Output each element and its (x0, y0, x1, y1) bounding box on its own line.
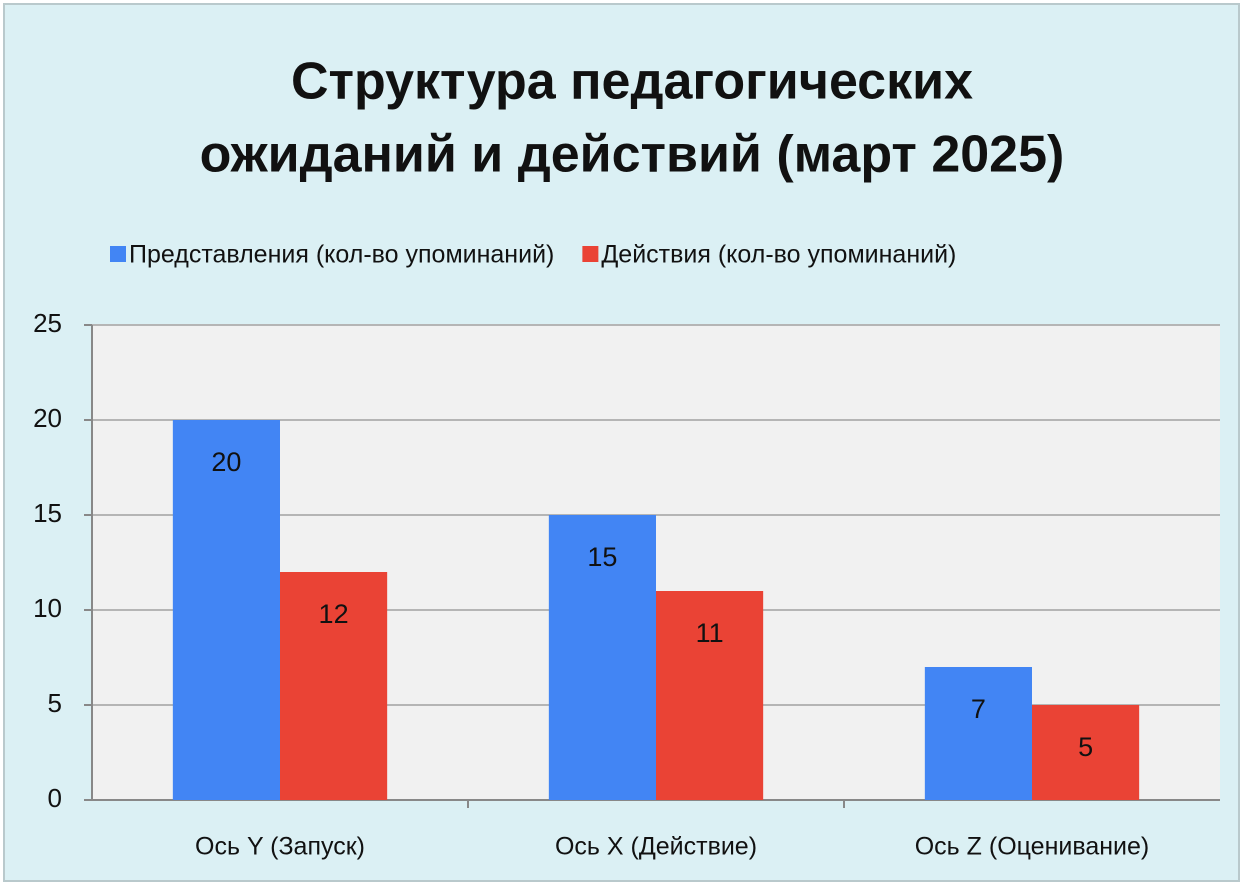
chart-title: ожиданий и действий (март 2025) (200, 126, 1065, 184)
chart-title: Структура педагогических (291, 53, 973, 111)
y-tick-label: 20 (33, 403, 62, 433)
y-tick-label: 15 (33, 498, 62, 528)
x-tick-label: Ось X (Действие) (555, 833, 757, 861)
value-label: 7 (971, 694, 986, 724)
bar (1032, 705, 1140, 800)
y-tick-label: 0 (48, 783, 62, 813)
x-tick-label: Ось Y (Запуск) (195, 833, 365, 861)
bar (172, 420, 280, 800)
value-label: 5 (1078, 732, 1093, 762)
legend-label: Представления (кол-во упоминаний) (129, 241, 554, 269)
legend-swatch (582, 246, 599, 262)
value-label: 12 (319, 599, 349, 629)
value-label: 20 (211, 447, 241, 477)
value-label: 11 (696, 618, 724, 648)
y-tick-label: 10 (33, 593, 62, 623)
y-tick-label: 25 (33, 308, 62, 338)
legend-label: Действия (кол-во упоминаний) (601, 241, 956, 269)
value-label: 15 (587, 542, 617, 572)
bar (924, 667, 1032, 800)
legend-swatch (110, 246, 126, 262)
bar (280, 572, 388, 800)
bar (548, 515, 656, 800)
x-tick-label: Ось Z (Оценивание) (915, 833, 1150, 861)
y-tick-label: 5 (48, 688, 62, 718)
bar (656, 591, 764, 800)
